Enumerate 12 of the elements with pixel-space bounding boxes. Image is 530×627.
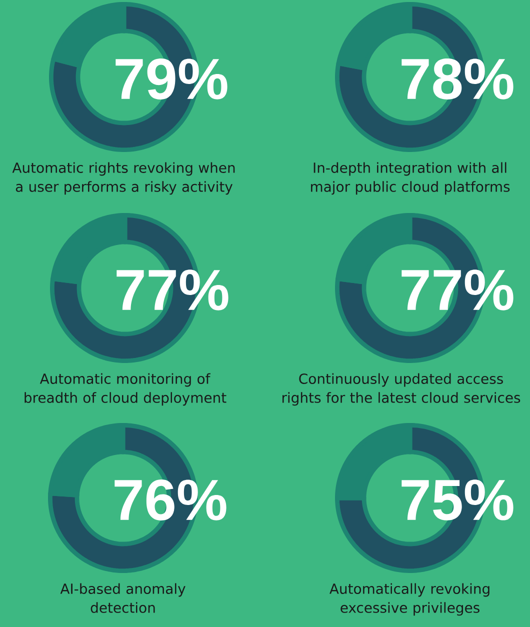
data-label: 79%	[116, 58, 228, 100]
text: Automatically revoking excessive privileges	[330, 583, 490, 616]
text: AI-based anomaly detection	[60, 583, 186, 613]
data-label: 77%	[116, 270, 228, 310]
text: Automatic rights revoking when a user performs a risky activity	[12, 162, 235, 195]
text: Automatic monitoring of breadth of cloud deployment	[24, 373, 226, 406]
text: In-depth integration with all major public cloud platforms	[311, 162, 510, 195]
data-label: 76%	[114, 480, 226, 520]
data-label: 78%	[402, 58, 514, 100]
data-label: 75%	[402, 480, 514, 520]
data-label: 77%	[402, 270, 514, 310]
text: Continuously updated access rights for the latest cloud services	[282, 373, 520, 406]
